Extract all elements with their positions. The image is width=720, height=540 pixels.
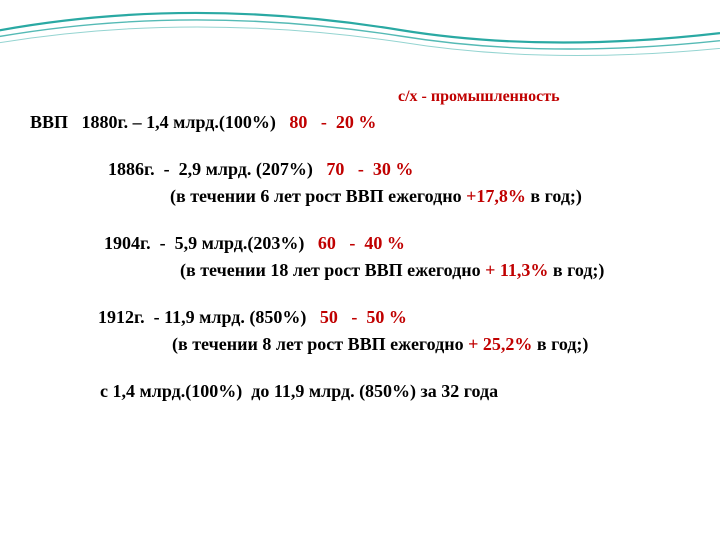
- note-lead: (в течении 8 лет рост ВВП ежегодно: [172, 334, 468, 354]
- entry-note: (в течении 6 лет рост ВВП ежегодно +17,8…: [30, 186, 690, 207]
- entry-note: (в течении 8 лет рост ВВП ежегодно + 25,…: [30, 334, 690, 355]
- slide-content: с/х - промышленность ВВП 1880г. – 1,4 мл…: [0, 88, 720, 408]
- entry-ratio: 50 - 50 %: [320, 307, 407, 327]
- entries-container: ВВП 1880г. – 1,4 млрд.(100%) 80 - 20 % 18…: [30, 112, 690, 355]
- note-tail: в год;): [532, 334, 588, 354]
- entry-note: (в течении 18 лет рост ВВП ежегодно + 11…: [30, 260, 690, 281]
- gdp-entry: 1904г. - 5,9 млрд.(203%) 60 - 40 %: [30, 233, 690, 254]
- summary-line: с 1,4 млрд.(100%) до 11,9 млрд. (850%) з…: [30, 381, 690, 402]
- gdp-entry: ВВП 1880г. – 1,4 млрд.(100%) 80 - 20 %: [30, 112, 690, 133]
- note-percent: + 11,3%: [485, 260, 548, 280]
- entry-ratio: 70 - 30 %: [326, 159, 413, 179]
- note-tail: в год;): [548, 260, 604, 280]
- entry-main: ВВП 1880г. – 1,4 млрд.(100%): [30, 112, 289, 132]
- entry-main: 1886г. - 2,9 млрд. (207%): [108, 159, 326, 179]
- note-percent: + 25,2%: [468, 334, 532, 354]
- decorative-swoosh: [0, 0, 720, 80]
- entry-ratio: 60 - 40 %: [318, 233, 405, 253]
- note-tail: в год;): [526, 186, 582, 206]
- note-percent: +17,8%: [466, 186, 526, 206]
- entry-main: 1912г. - 11,9 млрд. (850%): [98, 307, 320, 327]
- entry-ratio: 80 - 20 %: [289, 112, 376, 132]
- note-lead: (в течении 18 лет рост ВВП ежегодно: [180, 260, 485, 280]
- entry-main: 1904г. - 5,9 млрд.(203%): [104, 233, 318, 253]
- gdp-entry: 1912г. - 11,9 млрд. (850%) 50 - 50 %: [30, 307, 690, 328]
- column-header: с/х - промышленность: [30, 88, 690, 106]
- gdp-entry: 1886г. - 2,9 млрд. (207%) 70 - 30 %: [30, 159, 690, 180]
- note-lead: (в течении 6 лет рост ВВП ежегодно: [170, 186, 466, 206]
